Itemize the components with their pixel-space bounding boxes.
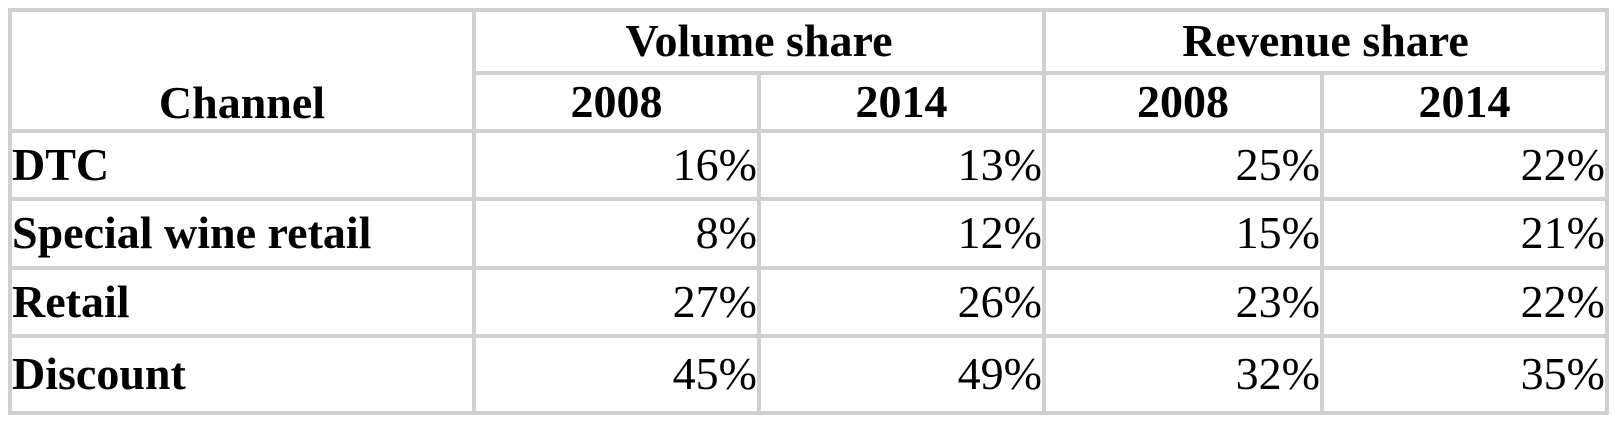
channel-share-table: Channel Volume share Revenue share 2008 … (8, 8, 1609, 415)
cell-dtc-volume-2008: 16% (472, 128, 761, 202)
volume-2008-header: 2008 (472, 71, 761, 133)
cell-swr-revenue-2008: 15% (1042, 197, 1324, 270)
cell-retail-revenue-2014: 22% (1320, 265, 1609, 339)
volume-share-group-header: Volume share (472, 8, 1046, 75)
cell-swr-revenue-2014: 21% (1320, 197, 1609, 270)
cell-swr-volume-2014: 12% (757, 197, 1046, 270)
row-label-retail: Retail (8, 265, 476, 339)
cell-discount-revenue-2014: 35% (1320, 334, 1609, 415)
row-label-special-wine-retail: Special wine retail (8, 197, 476, 270)
table-row-discount: Discount 45% 49% 32% 35% (8, 334, 1609, 415)
group-header-row: Channel Volume share Revenue share (8, 8, 1609, 133)
year-header-row: 2008 2014 2008 2014 (10, 71, 1609, 133)
cell-retail-volume-2008: 27% (472, 265, 761, 339)
revenue-share-group-header: Revenue share (1042, 8, 1609, 75)
cell-discount-volume-2008: 45% (472, 334, 761, 415)
row-label-discount: Discount (8, 334, 476, 415)
cell-retail-volume-2014: 26% (757, 265, 1046, 339)
cell-dtc-volume-2014: 13% (757, 128, 1046, 202)
channel-column-header: Channel (8, 8, 476, 133)
table-row-retail: Retail 27% 26% 23% 22% (8, 265, 1609, 339)
cell-dtc-revenue-2014: 22% (1320, 128, 1609, 202)
table-row-dtc: DTC 16% 13% 25% 22% (8, 128, 1609, 202)
volume-2014-header: 2014 (757, 71, 1046, 133)
cell-discount-revenue-2008: 32% (1042, 334, 1324, 415)
revenue-2014-header: 2014 (1320, 71, 1609, 133)
cell-discount-volume-2014: 49% (757, 334, 1046, 415)
table-row-special-wine-retail: Special wine retail 8% 12% 15% 21% (8, 197, 1609, 270)
cell-swr-volume-2008: 8% (472, 197, 761, 270)
cell-retail-revenue-2008: 23% (1042, 265, 1324, 339)
revenue-2008-header: 2008 (1042, 71, 1324, 133)
row-label-dtc: DTC (8, 128, 476, 202)
cell-dtc-revenue-2008: 25% (1042, 128, 1324, 202)
